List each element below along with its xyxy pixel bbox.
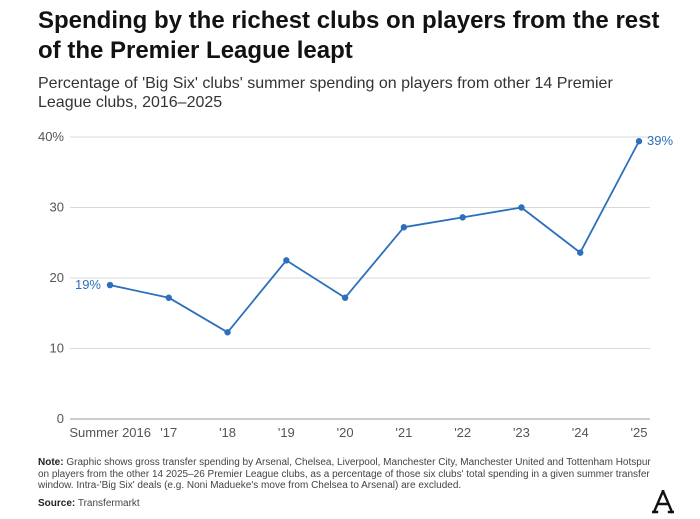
x-tick-label: '19 xyxy=(278,425,295,440)
series-points xyxy=(106,138,643,336)
data-point xyxy=(341,294,349,301)
chart-note: Note: Graphic shows gross transfer spend… xyxy=(38,457,663,492)
x-tick-label: '22 xyxy=(454,425,471,440)
publisher-logo xyxy=(652,490,674,514)
data-point xyxy=(459,214,466,221)
chart-source: Source: Transfermarkt xyxy=(38,498,140,510)
data-point xyxy=(518,204,525,211)
data-point xyxy=(106,281,114,289)
x-tick-label: '18 xyxy=(219,425,236,440)
x-tick-label: '23 xyxy=(513,425,530,440)
data-point xyxy=(283,257,290,264)
chart-title: Spending by the richest clubs on players… xyxy=(38,7,660,64)
y-tick-label: 20 xyxy=(50,270,64,285)
data-point xyxy=(577,249,584,256)
x-tick-label: '25 xyxy=(631,425,648,440)
data-point xyxy=(400,224,408,231)
series-line xyxy=(109,140,640,334)
y-axis-ticks: 0 10 20 30 40% xyxy=(38,129,64,426)
x-tick-label: '24 xyxy=(572,425,589,440)
x-tick-label: '17 xyxy=(160,425,177,440)
y-tick-label: 10 xyxy=(50,341,64,356)
gridlines xyxy=(70,136,650,420)
note-text: Graphic shows gross transfer spending by… xyxy=(38,457,651,491)
source-label: Source: xyxy=(38,498,76,509)
data-point xyxy=(165,294,172,301)
data-labels: 19% 39% xyxy=(75,133,673,292)
chart-subtitle: Percentage of 'Big Six' clubs' summer sp… xyxy=(38,75,613,111)
y-tick-label: 30 xyxy=(50,200,64,215)
data-point xyxy=(224,329,231,336)
data-label: 19% xyxy=(75,277,101,292)
x-tick-label: '21 xyxy=(395,425,412,440)
y-tick-label: 0 xyxy=(57,411,64,426)
x-tick-label: '20 xyxy=(337,425,354,440)
source-text: Transfermarkt xyxy=(77,498,140,509)
data-point xyxy=(635,138,643,145)
x-tick-label: Summer 2016 xyxy=(69,425,151,440)
data-label: 39% xyxy=(647,133,673,148)
y-tick-label: 40% xyxy=(38,129,64,144)
note-label: Note: xyxy=(38,457,64,468)
x-axis-ticks: Summer 2016 '17 '18 '19 '20 '21 '22 '23 '24 '25 xyxy=(69,425,647,440)
line-chart: 0 10 20 30 40% Summer 2016 '17 '18 '19 '20 '21 '22… xyxy=(38,129,673,440)
